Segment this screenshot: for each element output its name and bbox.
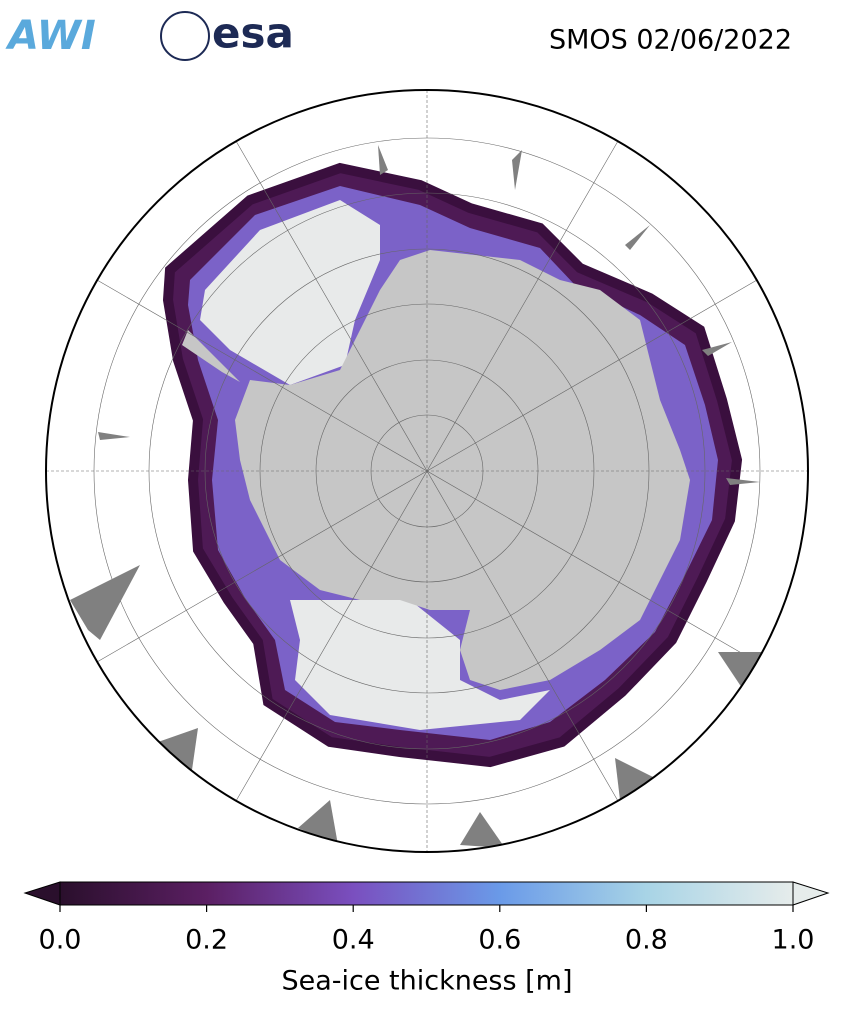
tick-label: 0.6 — [478, 925, 521, 956]
awi-logo: AWI — [5, 13, 96, 59]
logos: AWI esa — [5, 9, 294, 61]
ice-shelf-ross — [290, 600, 550, 730]
colorbar-label: Sea-ice thickness [m] — [281, 966, 572, 997]
title: SMOS 02/06/2022 — [549, 25, 792, 56]
tick-label: 0.8 — [625, 925, 668, 956]
tick-label: 0.0 — [39, 925, 82, 956]
colorbar-ramp — [59, 881, 794, 906]
graticule — [46, 90, 808, 852]
tick-label: 0.4 — [332, 925, 375, 956]
ice-shelf-weddell — [200, 200, 380, 385]
peninsula — [182, 330, 240, 382]
extend-max — [792, 881, 830, 906]
map — [46, 90, 808, 852]
land-fragments — [70, 145, 762, 848]
esa-emblem — [160, 11, 210, 61]
tick-label: 0.2 — [185, 925, 228, 956]
antarctica — [235, 250, 690, 690]
tick-label: 1.0 — [772, 925, 815, 956]
esa-logo: esa — [212, 9, 294, 58]
map-frame — [45, 89, 809, 853]
colorbar: 0.0 0.2 0.4 0.6 0.8 1.0 — [23, 881, 830, 956]
extend-min — [23, 881, 61, 906]
